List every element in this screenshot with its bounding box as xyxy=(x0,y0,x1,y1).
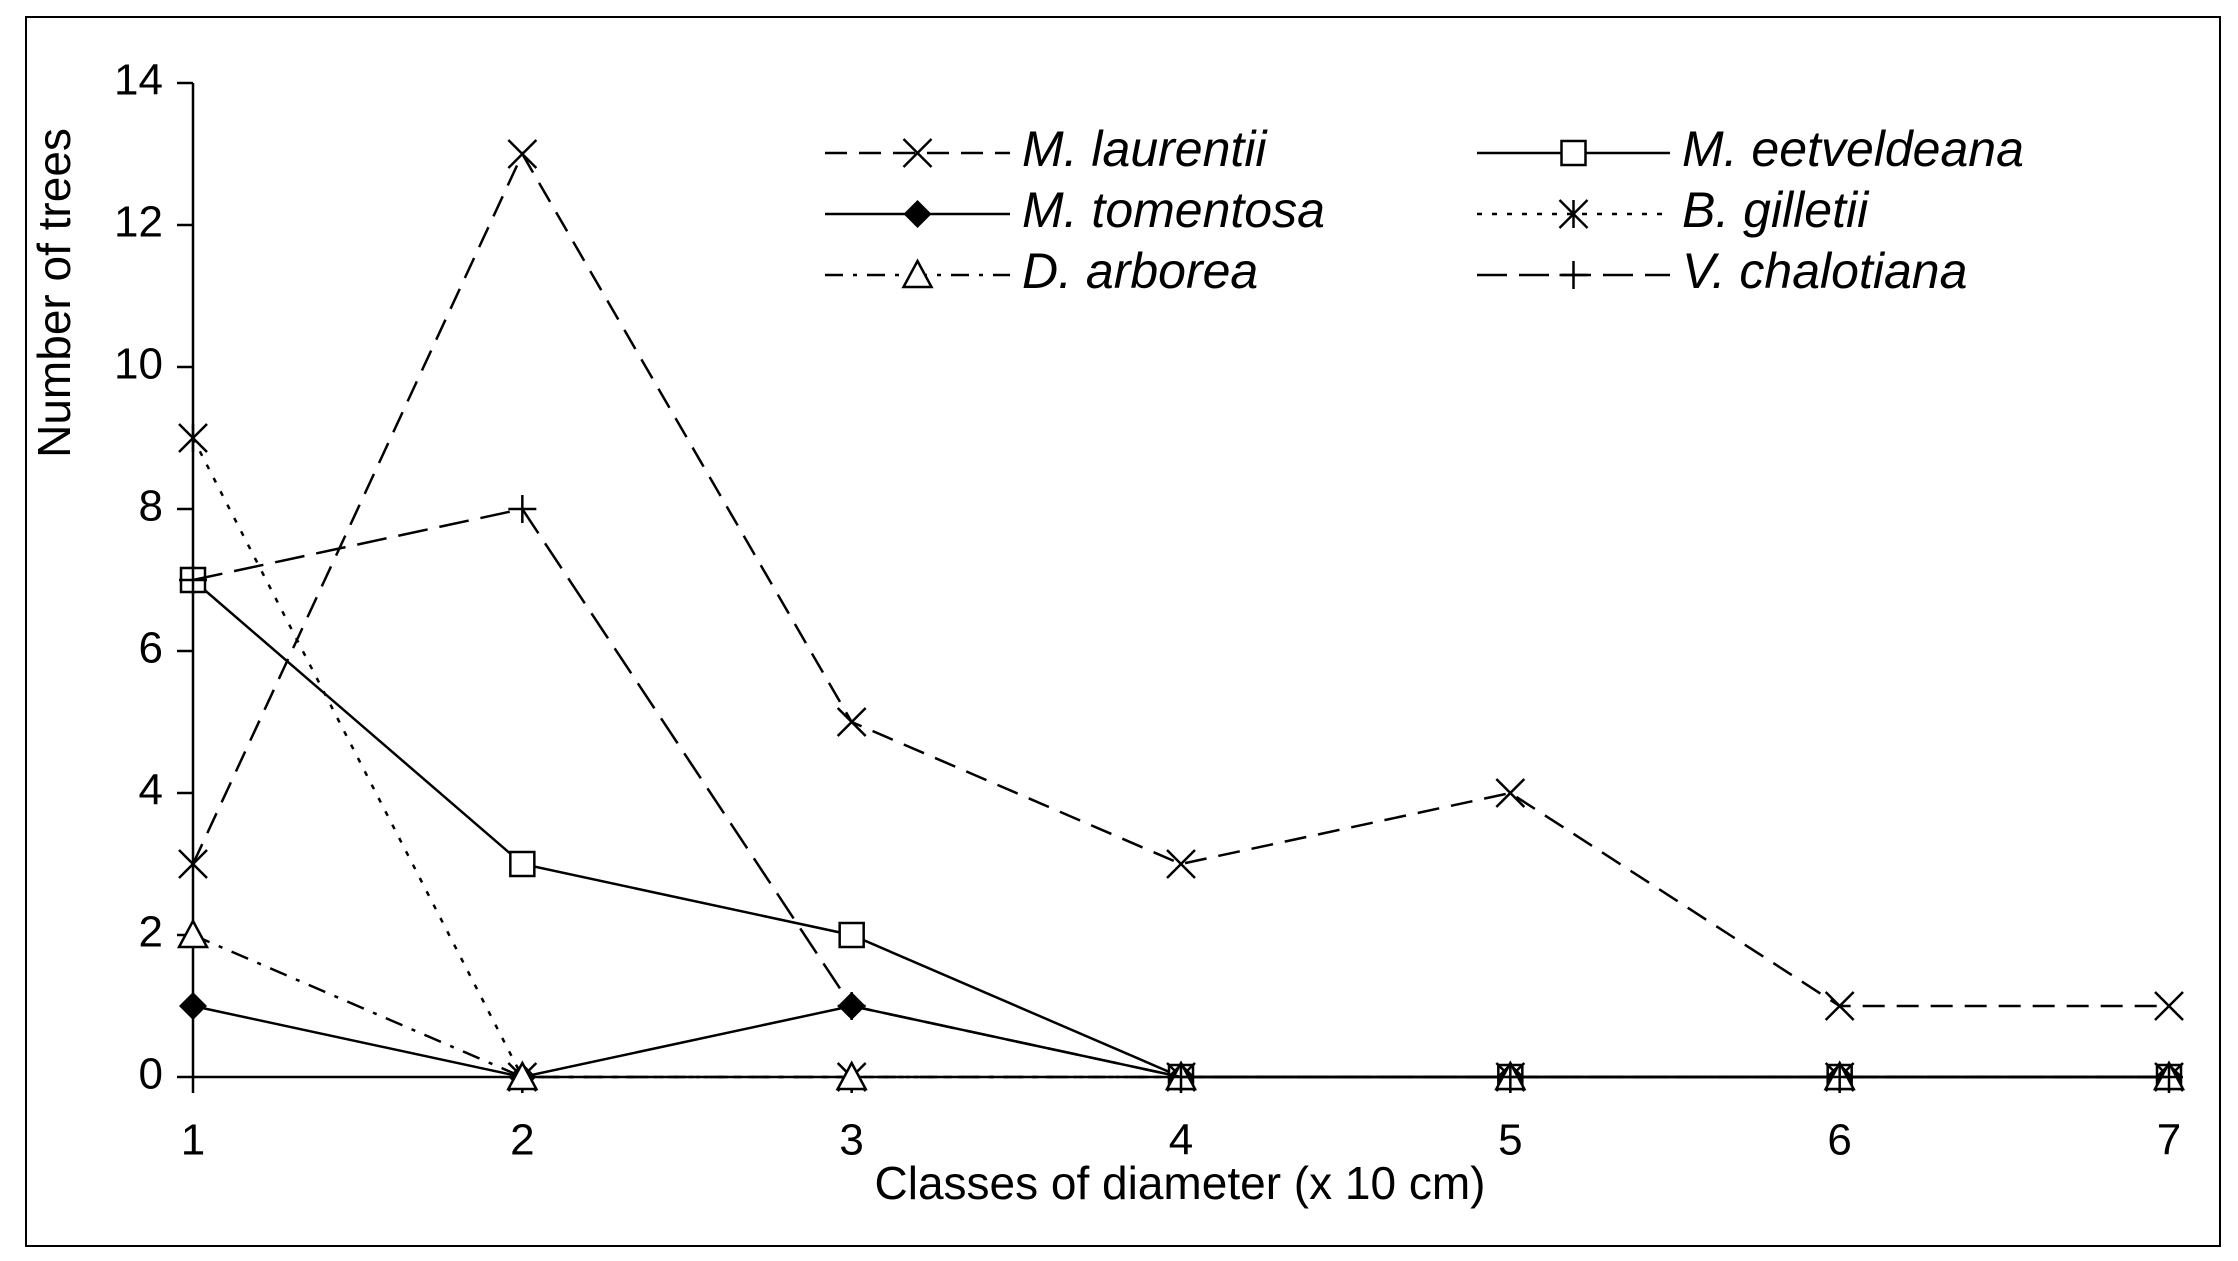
marker xyxy=(1166,849,1196,879)
marker-stroke xyxy=(902,138,933,168)
marker xyxy=(838,921,865,949)
marker xyxy=(835,1060,868,1091)
x-tick-label: 6 xyxy=(1827,1116,1851,1165)
legend-label: B. gilletii xyxy=(1682,182,1870,238)
marker xyxy=(178,849,208,879)
marker-stroke xyxy=(2154,991,2184,1021)
marker xyxy=(508,495,537,523)
marker-shape xyxy=(835,1060,868,1091)
marker-shape xyxy=(1560,139,1587,167)
marker xyxy=(178,423,208,453)
legend-label: V. chalotiana xyxy=(1682,243,1967,299)
y-tick-label: 2 xyxy=(139,908,163,957)
marker xyxy=(506,1060,539,1091)
marker-shape xyxy=(901,258,934,289)
marker-shape xyxy=(179,992,207,1020)
legend-label: M. eetveldeana xyxy=(1682,121,2024,177)
marker-shape xyxy=(506,1060,539,1091)
x-tick-label: 1 xyxy=(181,1116,205,1165)
legend-marker xyxy=(902,138,933,168)
legend-marker xyxy=(1558,199,1589,229)
x-tick-label: 3 xyxy=(839,1116,863,1165)
y-tick-label: 12 xyxy=(114,198,163,247)
marker-stroke xyxy=(178,849,208,879)
y-tick-label: 10 xyxy=(114,340,163,389)
legend-marker xyxy=(901,258,934,289)
marker xyxy=(507,139,538,169)
marker xyxy=(2155,1063,2183,1091)
marker-shape xyxy=(903,200,932,228)
legend-marker xyxy=(903,200,932,228)
x-tick-label: 2 xyxy=(510,1116,534,1165)
y-tick-label: 0 xyxy=(139,1050,163,1099)
marker-stroke xyxy=(836,707,867,737)
marker xyxy=(1824,991,1855,1021)
y-tick-label: 8 xyxy=(139,482,163,531)
marker-shape xyxy=(838,921,865,949)
marker-stroke xyxy=(1166,849,1196,879)
marker-stroke xyxy=(507,139,538,169)
y-tick-label: 4 xyxy=(139,766,163,815)
marker xyxy=(1167,1063,1195,1091)
marker xyxy=(1496,1063,1525,1091)
marker xyxy=(1495,778,1526,808)
marker xyxy=(2154,991,2184,1021)
x-axis-title: Classes of diameter (x 10 cm) xyxy=(875,1157,1486,1209)
legend-marker xyxy=(1560,139,1587,167)
marker-stroke xyxy=(1495,778,1526,808)
y-axis-title: Number of trees xyxy=(28,128,80,458)
x-tick-label: 7 xyxy=(2157,1116,2181,1165)
marker-stroke xyxy=(1824,991,1855,1021)
marker-shape xyxy=(509,850,536,878)
y-tick-label: 14 xyxy=(114,56,163,105)
marker xyxy=(179,992,207,1020)
chart-frame xyxy=(25,16,2221,1247)
marker xyxy=(176,918,210,949)
y-tick-label: 6 xyxy=(139,624,163,673)
x-tick-label: 4 xyxy=(1169,1116,1193,1165)
legend-label: D. arborea xyxy=(1022,243,1258,299)
marker-shape xyxy=(176,918,210,949)
marker xyxy=(179,566,207,594)
marker xyxy=(837,992,866,1020)
legend-label: M. laurentii xyxy=(1022,121,1268,177)
marker xyxy=(1825,1063,1854,1091)
x-tick-label: 5 xyxy=(1498,1116,1522,1165)
marker xyxy=(836,707,867,737)
legend-marker xyxy=(1559,261,1588,289)
legend-label: M. tomentosa xyxy=(1022,182,1325,238)
marker xyxy=(509,850,536,878)
